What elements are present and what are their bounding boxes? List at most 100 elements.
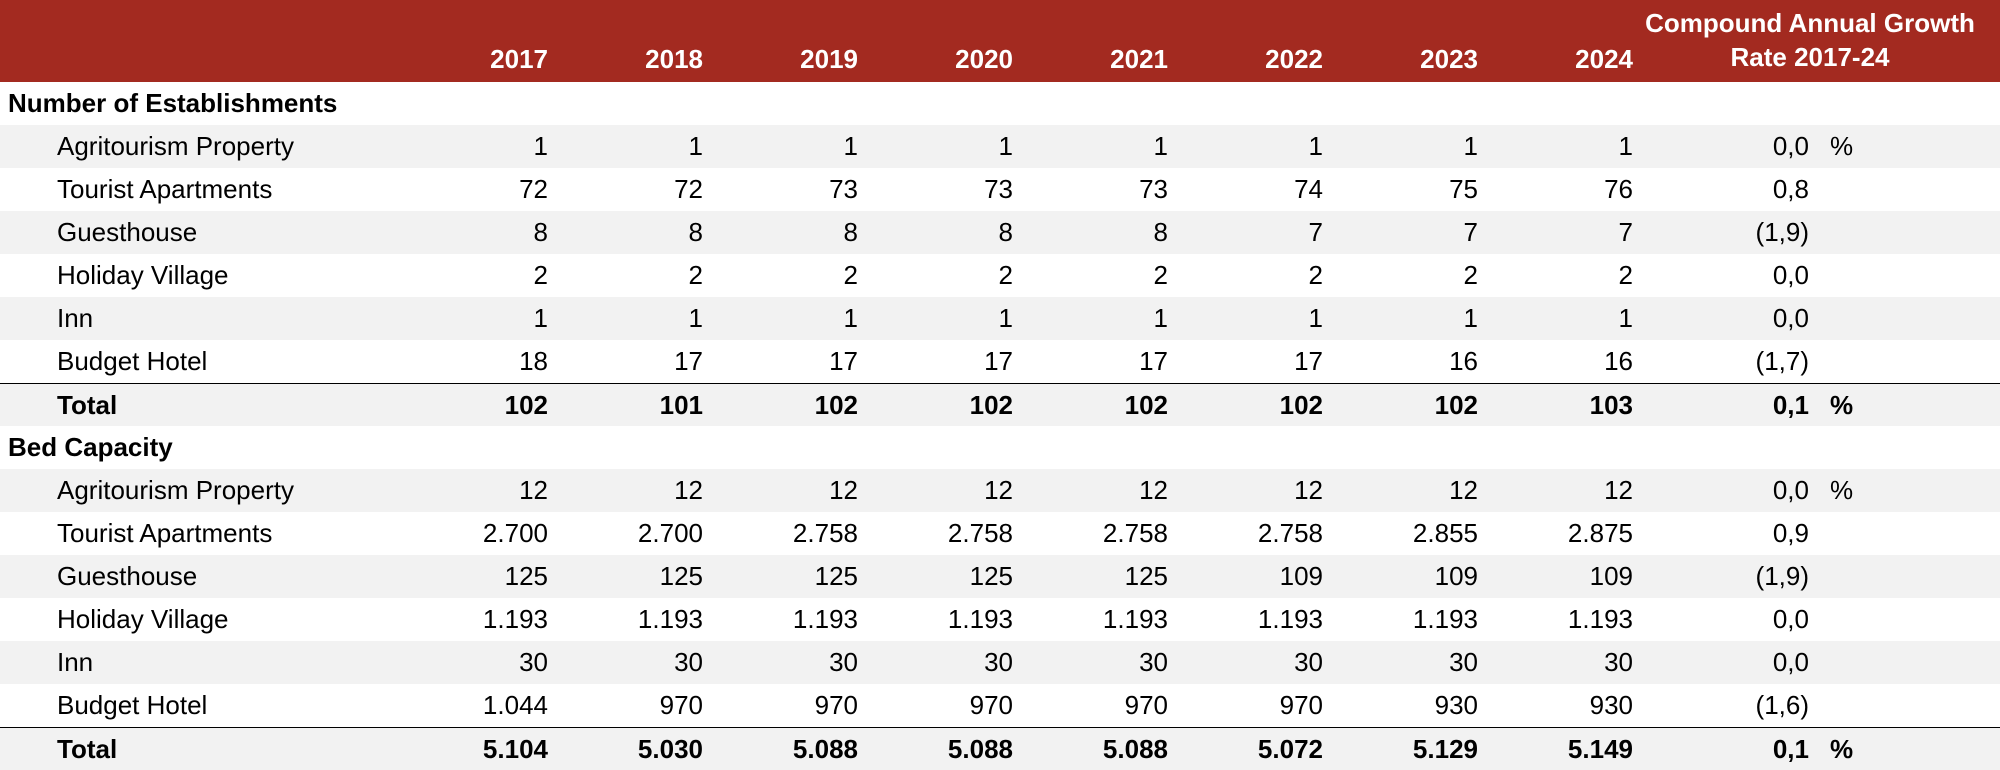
- year-header: 2023: [1420, 44, 1478, 74]
- row-label: Guesthouse: [57, 561, 198, 591]
- cell-value: 125: [659, 561, 703, 591]
- cell-value: 16: [1604, 346, 1633, 376]
- cell-value: 102: [504, 390, 548, 420]
- cell-value: 12: [1604, 475, 1633, 505]
- cell-value: 75: [1449, 174, 1478, 204]
- cagr-value: 0,0: [1772, 303, 1809, 333]
- cell-value: 1.193: [1567, 604, 1633, 634]
- cell-value: 970: [1124, 690, 1168, 720]
- cell-value: 12: [829, 475, 858, 505]
- cell-value: 5.104: [482, 734, 548, 764]
- cell-value: 109: [1589, 561, 1633, 591]
- cagr-value: 0,0: [1772, 604, 1809, 634]
- cell-value: 7: [1618, 217, 1633, 247]
- cell-value: 30: [1449, 647, 1478, 677]
- cell-value: 2.758: [1102, 518, 1168, 548]
- cell-value: 109: [1279, 561, 1323, 591]
- cell-value: 1: [688, 131, 703, 161]
- cell-value: 2: [1308, 260, 1323, 290]
- cell-value: 2.758: [947, 518, 1013, 548]
- cell-value: 1: [533, 303, 548, 333]
- cell-value: 30: [984, 647, 1013, 677]
- cell-value: 2.700: [482, 518, 548, 548]
- row-label: Total: [57, 390, 118, 420]
- cell-value: 930: [1434, 690, 1478, 720]
- cell-value: 1: [843, 131, 858, 161]
- cell-value: 1: [533, 131, 548, 161]
- cell-value: 2.855: [1412, 518, 1478, 548]
- cell-value: 12: [1449, 475, 1478, 505]
- cell-value: 125: [814, 561, 858, 591]
- cell-value: 109: [1434, 561, 1478, 591]
- cagr-header: Compound Annual Growth Rate 2017-24: [1645, 8, 1975, 72]
- cell-value: 103: [1589, 390, 1633, 420]
- cell-value: 17: [674, 346, 703, 376]
- cell-value: 72: [674, 174, 703, 204]
- data-row: Guesthouse 8 8 8 8 8 7 7 7 (1,9): [0, 211, 2000, 254]
- year-header: 2017: [490, 44, 548, 74]
- cell-value: 7: [1308, 217, 1323, 247]
- cell-value: 7: [1463, 217, 1478, 247]
- cell-value: 1: [998, 303, 1013, 333]
- cell-value: 1: [843, 303, 858, 333]
- cell-value: 2: [1153, 260, 1168, 290]
- cell-value: 16: [1449, 346, 1478, 376]
- cell-value: 1.193: [637, 604, 703, 634]
- cell-value: 2: [998, 260, 1013, 290]
- cell-value: 102: [1434, 390, 1478, 420]
- section-title: Bed Capacity: [8, 432, 173, 462]
- cell-value: 2: [843, 260, 858, 290]
- cell-value: 1: [1308, 131, 1323, 161]
- cell-value: 5.072: [1257, 734, 1323, 764]
- cell-value: 12: [674, 475, 703, 505]
- data-row: Holiday Village 2 2 2 2 2 2 2 2 0,0: [0, 254, 2000, 297]
- cell-value: 30: [1294, 647, 1323, 677]
- year-header: 2024: [1575, 44, 1633, 74]
- cell-value: 102: [1279, 390, 1323, 420]
- year-header: 2020: [955, 44, 1013, 74]
- cell-value: 1.193: [1412, 604, 1478, 634]
- cell-value: 970: [814, 690, 858, 720]
- cell-value: 970: [969, 690, 1013, 720]
- cell-value: 1.193: [482, 604, 548, 634]
- cell-value: 5.088: [947, 734, 1013, 764]
- row-label: Tourist Apartments: [57, 174, 273, 204]
- cell-value: 8: [843, 217, 858, 247]
- data-row: Budget Hotel 1.044 970 970 970 970 970 930 930 (1…: [0, 684, 2000, 727]
- row-label: Agritourism Property: [57, 475, 294, 505]
- cell-value: 12: [1294, 475, 1323, 505]
- cell-value: 8: [533, 217, 548, 247]
- cagr-value: 0,0: [1772, 260, 1809, 290]
- cell-value: 5.088: [1102, 734, 1168, 764]
- cagr-value: (1,9): [1755, 561, 1809, 591]
- cagr-value: 0,0: [1772, 647, 1809, 677]
- data-row: Tourist Apartments 72 72 73 73 73 74 75 76 0,8: [0, 168, 2000, 211]
- data-row: Inn 30 30 30 30 30 30 30 30 0,0: [0, 641, 2000, 684]
- cell-value: 2: [1463, 260, 1478, 290]
- cagr-value: 0,1: [1772, 390, 1809, 420]
- cell-value: 1.193: [1257, 604, 1323, 634]
- year-header: 2022: [1265, 44, 1323, 74]
- cell-value: 125: [969, 561, 1013, 591]
- row-label: Budget Hotel: [57, 690, 208, 720]
- row-label: Guesthouse: [57, 217, 198, 247]
- row-label: Budget Hotel: [57, 346, 208, 376]
- cell-value: 1: [1308, 303, 1323, 333]
- cell-value: 1: [1463, 131, 1478, 161]
- year-header: 2019: [800, 44, 858, 74]
- data-row: Agritourism Property 1 1 1 1 1 1 1 1 0,0%: [0, 125, 2000, 168]
- cell-value: 73: [984, 174, 1013, 204]
- section-row: Bed Capacity: [0, 426, 2000, 469]
- cell-value: 2.700: [637, 518, 703, 548]
- cell-value: 8: [998, 217, 1013, 247]
- cell-value: 18: [519, 346, 548, 376]
- header-bar: Compound Annual Growth Rate 2017-24 2017…: [0, 0, 2000, 82]
- cell-value: 102: [969, 390, 1013, 420]
- cell-value: 1: [1153, 303, 1168, 333]
- row-label: Total: [57, 734, 118, 764]
- cell-value: 2: [533, 260, 548, 290]
- cell-value: 30: [829, 647, 858, 677]
- total-row: Total 102 101 102 102 102 102 102 103 0,1%: [0, 383, 2000, 426]
- cell-value: 930: [1589, 690, 1633, 720]
- cell-value: 1: [998, 131, 1013, 161]
